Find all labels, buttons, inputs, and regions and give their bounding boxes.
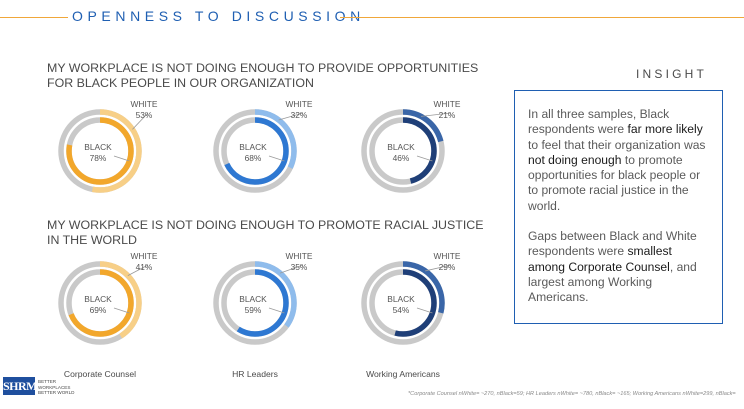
- white-value-arc: [361, 261, 445, 345]
- group-label-corporate-counsel: Corporate Counsel: [63, 369, 137, 379]
- white-label: WHITE: [434, 251, 461, 261]
- insight-paragraph-2: Gaps between Black and White respondents…: [528, 229, 708, 305]
- white-leader-line: [278, 112, 304, 121]
- insight-box: In all three samples, Black respondents …: [514, 90, 723, 324]
- white-value-arc: [58, 109, 142, 193]
- insight-text: , and largest among Working Americans.: [528, 259, 697, 305]
- white-leader-line: [127, 264, 149, 277]
- white-value-label: 35%: [291, 262, 308, 272]
- insight-paragraph-1: In all three samples, Black respondents …: [528, 107, 708, 214]
- white-label: WHITE: [286, 99, 313, 109]
- header-rule-right: [340, 17, 744, 18]
- white-value-arc: [213, 109, 297, 193]
- insight-text: Gaps between Black and White respondents…: [528, 229, 697, 259]
- black-value-arc: [66, 117, 134, 185]
- white-value-arc: [213, 261, 297, 345]
- white-value-label: 41%: [136, 262, 153, 272]
- question-title-1: MY WORKPLACE IS NOT DOING ENOUGH TO PROV…: [47, 61, 487, 91]
- white-label: WHITE: [434, 99, 461, 109]
- footnote: *Corporate Counsel nWhite= ~270, nBlack=…: [408, 391, 736, 397]
- insight-highlight: not doing enough: [528, 152, 622, 167]
- white-value-label: 29%: [439, 262, 456, 272]
- insight-label: INSIGHT: [636, 67, 708, 81]
- white-label: WHITE: [286, 251, 313, 261]
- black-value-arc: [369, 269, 437, 337]
- black-value-arc: [221, 117, 289, 185]
- insight-highlight: smallest among Corporate Counsel: [528, 244, 672, 274]
- page-title: OPENNESS TO DISCUSSION: [72, 8, 365, 24]
- shrm-logo: SHRM: [3, 377, 38, 395]
- insight-text: to feel that their organization was: [528, 137, 706, 152]
- insight-highlight: far more likely: [627, 122, 703, 137]
- group-label-hr-leaders: HR Leaders: [232, 369, 278, 379]
- question-2-line-1: MY WORKPLACE IS NOT DOING ENOUGH TO PROM…: [47, 218, 484, 232]
- white-value-label: 21%: [439, 110, 456, 120]
- header-rule-left: [0, 17, 68, 18]
- black-value-label: 69%: [90, 305, 107, 315]
- black-value-arc: [221, 269, 289, 337]
- white-label: WHITE: [131, 99, 158, 109]
- black-label: BLACK: [239, 294, 267, 304]
- black-label: BLACK: [84, 142, 112, 152]
- black-leader-line: [416, 307, 433, 314]
- black-label: BLACK: [387, 294, 415, 304]
- black-label: BLACK: [239, 142, 267, 152]
- logo-tagline: BETTER WORKPLACES BETTER WORLD: [38, 379, 75, 396]
- question-1-line-2: FOR BLACK PEOPLE IN OUR ORGANIZATION: [47, 76, 314, 90]
- black-value-label: 59%: [245, 305, 262, 315]
- insight-text: In all three samples, Black respondents …: [528, 107, 670, 137]
- white-leader-line: [279, 264, 304, 274]
- black-leader-line: [268, 155, 285, 162]
- white-leader-line: [420, 112, 452, 117]
- question-title-2: MY WORKPLACE IS NOT DOING ENOUGH TO PROM…: [47, 218, 487, 248]
- black-value-label: 68%: [245, 153, 262, 163]
- group-label-working-americans: Working Americans: [366, 369, 440, 379]
- white-leader-line: [132, 112, 149, 130]
- black-value-label: 46%: [393, 153, 410, 163]
- white-value-arc: [58, 261, 142, 345]
- black-label: BLACK: [84, 294, 112, 304]
- black-leader-line: [113, 307, 130, 314]
- white-value-arc: [361, 109, 445, 193]
- white-value-label: 32%: [291, 110, 308, 120]
- question-2-line-2: IN THE WORLD: [47, 233, 137, 247]
- white-label: WHITE: [131, 251, 158, 261]
- question-1-line-1: MY WORKPLACE IS NOT DOING ENOUGH TO PROV…: [47, 61, 479, 75]
- black-leader-line: [113, 155, 130, 162]
- black-value-label: 54%: [393, 305, 410, 315]
- black-value-label: 78%: [90, 153, 107, 163]
- white-leader-line: [425, 264, 452, 272]
- insight-text: to promote opportunities for black peopl…: [528, 152, 701, 213]
- black-leader-line: [268, 307, 285, 314]
- black-value-arc: [66, 269, 134, 337]
- black-value-arc: [369, 117, 437, 185]
- black-leader-line: [416, 155, 433, 162]
- white-value-label: 53%: [136, 110, 153, 120]
- black-label: BLACK: [387, 142, 415, 152]
